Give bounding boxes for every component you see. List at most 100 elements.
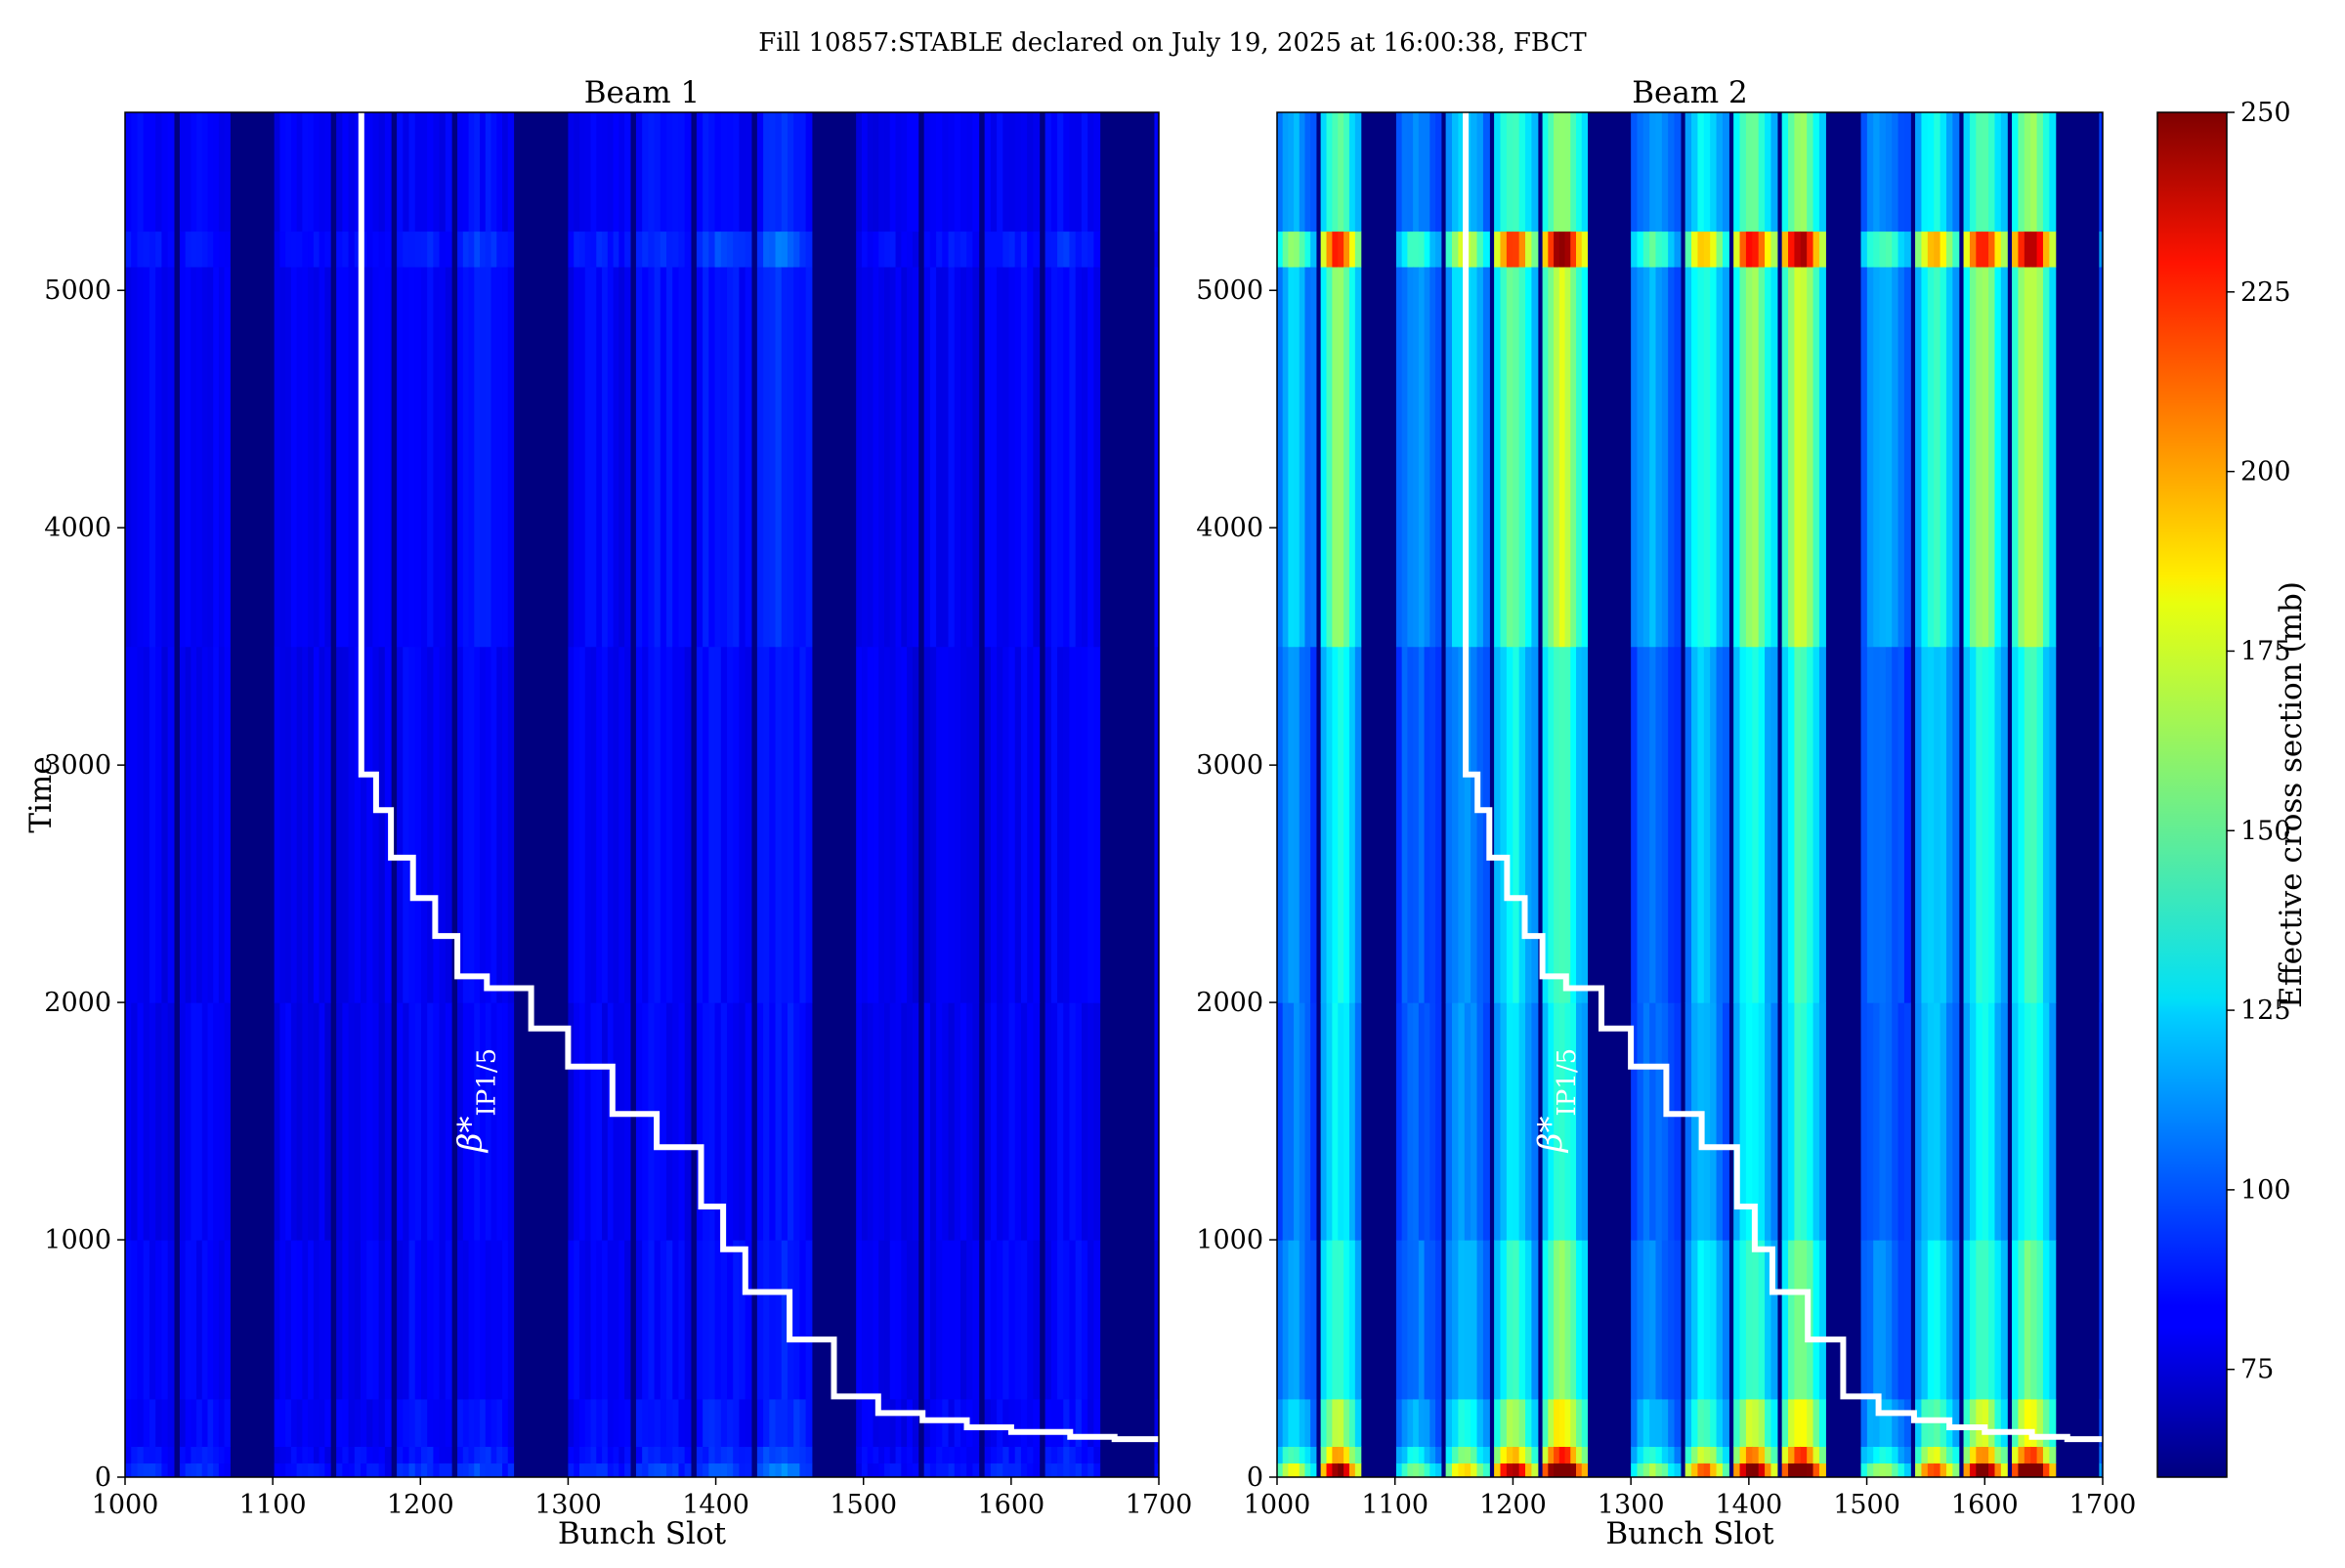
heatmap-cell [907, 1002, 914, 1241]
heatmap-cell [1320, 231, 1328, 268]
heatmap-cell [336, 646, 343, 1003]
heatmap-cell [602, 646, 609, 1003]
heatmap-cell [1299, 1462, 1306, 1477]
heatmap-cell [1807, 646, 1814, 1003]
heatmap-cell [1542, 1446, 1549, 1464]
heatmap-cell [696, 646, 704, 1003]
heatmap-cell [878, 1240, 885, 1400]
heatmap-cell [739, 1446, 746, 1464]
heatmap-cell [1299, 231, 1306, 268]
heatmap-cell [191, 1002, 197, 1241]
heatmap-cell [1033, 1446, 1041, 1464]
heatmap-cell [1445, 1240, 1453, 1400]
heatmap-cell [1710, 1398, 1718, 1448]
heatmap-cell [856, 1240, 863, 1400]
heatmap-cell [196, 1240, 203, 1400]
heatmap-cell [1691, 1002, 1699, 1241]
heatmap-cell [342, 1240, 350, 1400]
heatmap-cell [1075, 112, 1083, 233]
heatmap-cell [1518, 1446, 1526, 1464]
heatmap-cell [439, 1240, 447, 1400]
heatmap-cell [648, 112, 656, 233]
heatmap-cell [285, 1462, 292, 1477]
heatmap-cell [290, 1002, 298, 1241]
heatmap-cell [1915, 1462, 1923, 1477]
heatmap-cell [319, 1462, 325, 1477]
heatmap-cell [799, 231, 807, 268]
heatmap-cell [805, 1002, 813, 1241]
heatmap-cell [1401, 1002, 1408, 1241]
heatmap-cell [1716, 1002, 1724, 1241]
heatmap-cell [696, 266, 704, 648]
heatmap-cell [787, 1002, 794, 1241]
heatmap-cell [313, 231, 320, 268]
heatmap-cell [602, 1002, 609, 1241]
heatmap-cell [1326, 1446, 1333, 1464]
heatmap-cell [1873, 646, 1881, 1003]
heatmap-cell [207, 266, 214, 648]
heatmap-cell [2018, 1446, 2025, 1464]
heatmap-cell [290, 1462, 298, 1477]
heatmap-cell [1945, 112, 1953, 233]
heatmap-cell [1668, 646, 1676, 1003]
heatmap-cell [1674, 266, 1682, 648]
heatmap-cell [1570, 646, 1577, 1003]
y-tick-label: 1000 [44, 1225, 111, 1255]
heatmap-cell [878, 1446, 885, 1464]
heatmap-cell [613, 646, 619, 1003]
heatmap-cell [984, 112, 992, 233]
heatmap-cell [923, 1462, 931, 1477]
heatmap-cell [1710, 646, 1718, 1003]
heatmap-cell [1879, 1240, 1887, 1400]
plot-frame [124, 111, 1160, 1478]
heatmap-cell [279, 1002, 286, 1241]
heatmap-cell [179, 112, 187, 233]
heatmap-cell [1518, 1002, 1526, 1241]
heatmap-cell [1057, 112, 1064, 233]
heatmap-cell [1684, 231, 1692, 268]
heatmap-cell [2049, 1462, 2057, 1477]
heatmap-cell [2036, 1446, 2044, 1464]
heatmap-cell [445, 1240, 452, 1400]
heatmap-cell [1927, 646, 1935, 1003]
heatmap-cell [2018, 1398, 2025, 1448]
heatmap-cell [218, 1398, 226, 1448]
heatmap-cell [2024, 1002, 2031, 1241]
heatmap-cell [590, 231, 597, 268]
heatmap-cell [708, 1240, 716, 1400]
heatmap-cell [1332, 646, 1339, 1003]
heatmap-cell [1892, 112, 1899, 233]
heatmap-cell [696, 1446, 704, 1464]
heatmap-cell [1934, 266, 1941, 648]
heatmap-cell [568, 1002, 575, 1241]
heatmap-cell [1093, 1446, 1101, 1464]
heatmap-cell [1637, 231, 1644, 268]
heatmap-cell [948, 231, 956, 268]
heatmap-cell [1879, 1446, 1887, 1464]
heatmap-cell [1424, 231, 1430, 268]
heatmap-cell [1674, 1462, 1682, 1477]
heatmap-cell [726, 1240, 734, 1400]
heatmap-cell [1494, 1462, 1502, 1477]
heatmap-cell [1343, 1462, 1350, 1477]
heatmap-cell [997, 1462, 1003, 1477]
heatmap-cell [1354, 231, 1362, 268]
heatmap-cell [378, 1240, 386, 1400]
heatmap-cell [224, 1446, 231, 1464]
heatmap-cell [642, 112, 649, 233]
heatmap-cell [1014, 231, 1022, 268]
heatmap-cell [1969, 1240, 1977, 1400]
heatmap-cell [1885, 1462, 1893, 1477]
heatmap-cell [1288, 266, 1295, 648]
heatmap-cell [907, 1446, 914, 1464]
heatmap-cell [2042, 266, 2050, 648]
heatmap-cell [1722, 646, 1729, 1003]
heatmap-cell [574, 112, 580, 233]
heatmap-cell [1418, 112, 1426, 233]
heatmap-cell [1576, 1240, 1583, 1400]
heatmap-cell [1014, 1398, 1022, 1448]
heatmap-cell [1435, 1240, 1442, 1400]
heatmap-cell [1794, 1446, 1802, 1464]
heatmap-cell [1733, 231, 1741, 268]
